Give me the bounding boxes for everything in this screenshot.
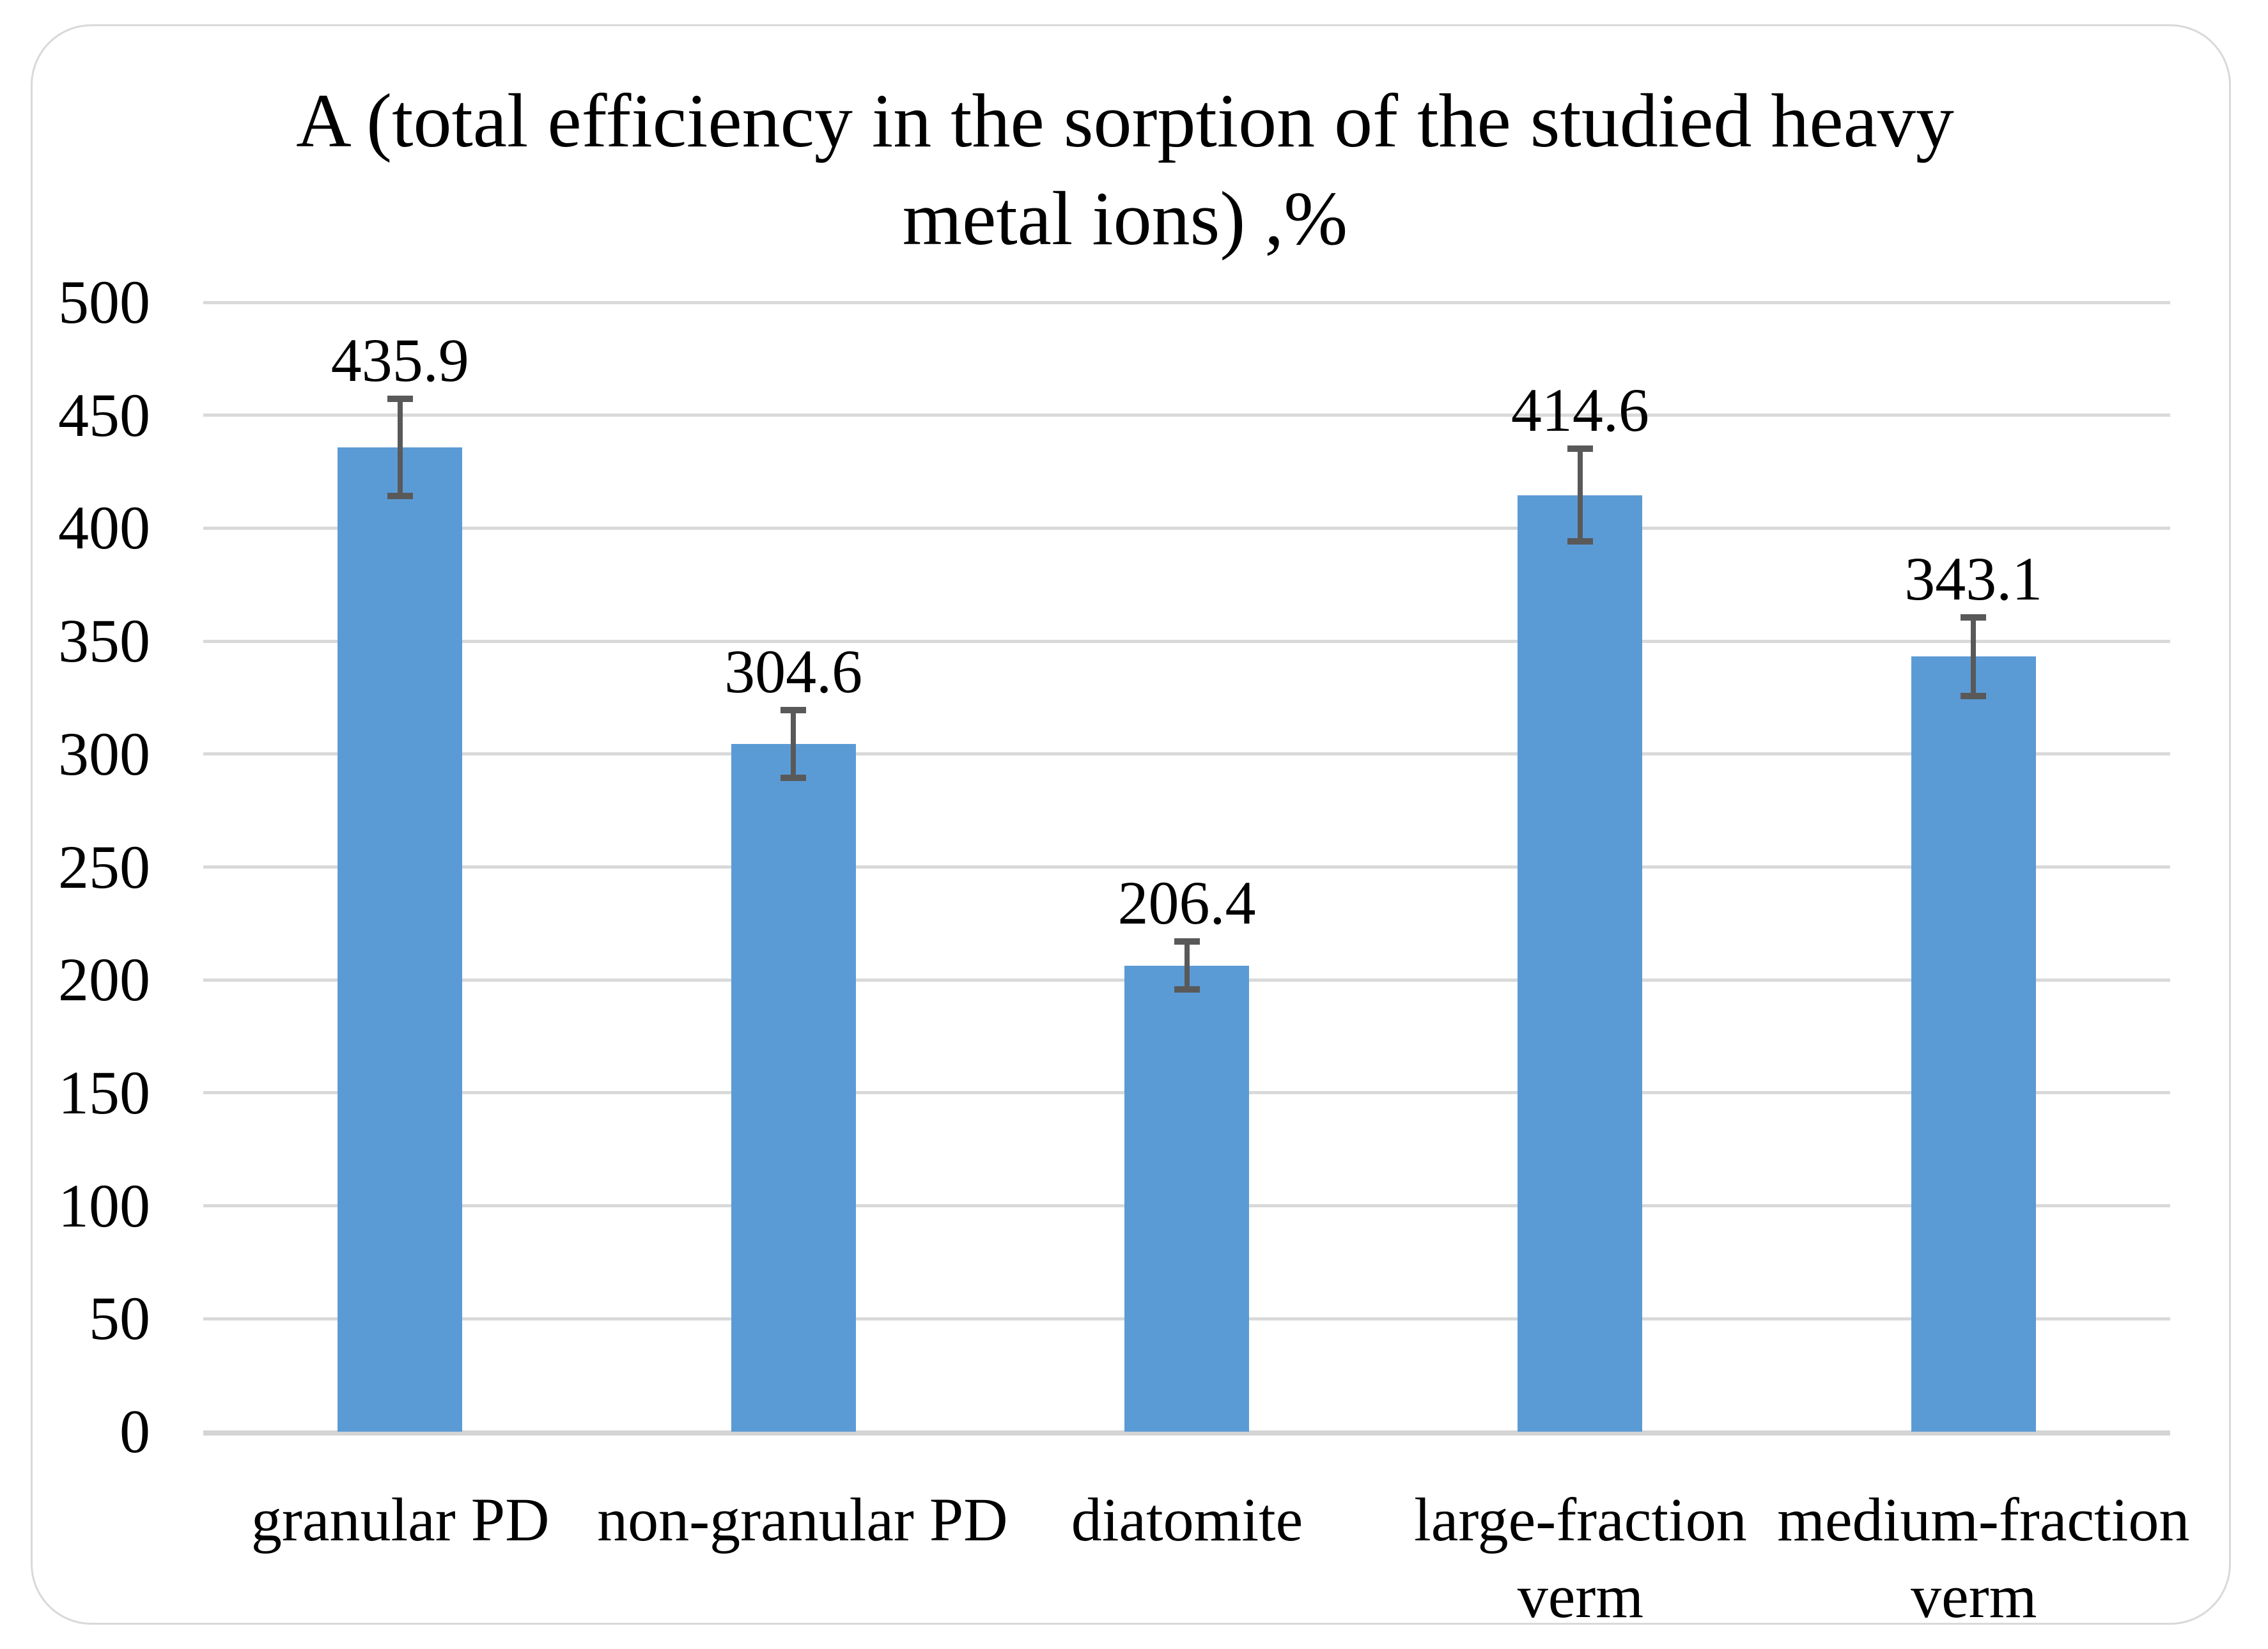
- error-bar-bottom-cap-non-granular-pd: [781, 774, 807, 781]
- y-tick-label-500: 500: [58, 268, 150, 336]
- y-tick-label-250: 250: [58, 832, 150, 901]
- error-bar-top-cap-medium-fraction-verm: [1961, 614, 1987, 621]
- y-tick-label-450: 450: [58, 380, 150, 449]
- error-bar-line-granular-pd: [397, 398, 403, 496]
- x-axis-label-non-granular-pd: non-granular PD: [597, 1482, 1008, 1558]
- y-tick-label-0: 0: [120, 1397, 150, 1466]
- bar-diatomite: [1124, 965, 1249, 1432]
- error-bar-bottom-cap-diatomite: [1174, 986, 1200, 993]
- error-bar-bottom-cap-medium-fraction-verm: [1961, 693, 1987, 700]
- x-axis-label-line: non-granular PD: [597, 1485, 1008, 1554]
- bar-medium-fraction-verm: [1911, 656, 2036, 1432]
- error-bar-line-medium-fraction-verm: [1971, 617, 1977, 697]
- y-tick-label-400: 400: [58, 493, 150, 562]
- x-axis-label-large-fraction-verm: large-fraction verm: [1384, 1482, 1777, 1635]
- error-bar-line-diatomite: [1184, 941, 1190, 989]
- y-tick-label-150: 150: [58, 1058, 150, 1127]
- gridline-300: [203, 752, 2170, 756]
- y-tick-label-350: 350: [58, 607, 150, 676]
- gridline-250: [203, 865, 2170, 869]
- x-axis-label-line: diatomite: [1071, 1485, 1303, 1554]
- y-tick-label-50: 50: [89, 1284, 150, 1353]
- error-bar-top-cap-non-granular-pd: [781, 706, 807, 713]
- bar-large-fraction-verm: [1518, 495, 1643, 1432]
- data-label-granular-pd: 435.9: [330, 325, 469, 394]
- x-axis-label-line: verm: [1911, 1562, 2037, 1630]
- gridline-400: [203, 526, 2170, 530]
- error-bar-line-non-granular-pd: [791, 709, 796, 778]
- error-bar-line-large-fraction-verm: [1577, 449, 1583, 542]
- bar-granular-pd: [338, 447, 463, 1432]
- x-axis-line: [203, 1430, 2170, 1436]
- data-label-large-fraction-verm: 414.6: [1511, 376, 1649, 445]
- error-bar-top-cap-large-fraction-verm: [1567, 445, 1593, 453]
- error-bar-bottom-cap-granular-pd: [387, 492, 413, 499]
- error-bar-top-cap-diatomite: [1174, 938, 1200, 945]
- data-label-diatomite: 206.4: [1117, 869, 1256, 938]
- chart-title-line-1: A (total efficiency in the sorption of t…: [296, 78, 1954, 163]
- gridline-500: [203, 300, 2170, 304]
- y-tick-label-200: 200: [58, 945, 150, 1014]
- x-axis-label-line: verm: [1517, 1562, 1644, 1630]
- x-axis-label-line: large-fraction: [1414, 1485, 1747, 1554]
- y-tick-label-300: 300: [58, 719, 150, 788]
- y-tick-label-100: 100: [58, 1171, 150, 1240]
- gridline-450: [203, 414, 2170, 417]
- error-bar-bottom-cap-large-fraction-verm: [1567, 538, 1593, 545]
- chart-title: A (total efficiency in the sorption of t…: [0, 72, 2250, 267]
- x-axis-label-diatomite: diatomite: [991, 1482, 1384, 1558]
- x-axis-label-line: medium-fraction: [1777, 1485, 2190, 1554]
- error-bar-top-cap-granular-pd: [387, 395, 413, 402]
- chart-title-line-2: metal ions) ,%: [902, 176, 1348, 261]
- chart-border: [31, 24, 2231, 1625]
- data-label-medium-fraction-verm: 343.1: [1904, 544, 2043, 613]
- x-axis-label-granular-pd: granular PD: [204, 1482, 597, 1558]
- bar-non-granular-pd: [731, 743, 856, 1432]
- gridline-350: [203, 639, 2170, 643]
- data-label-non-granular-pd: 304.6: [724, 637, 863, 706]
- x-axis-label-line: granular PD: [251, 1485, 550, 1554]
- x-axis-label-medium-fraction-verm: medium-fraction verm: [1777, 1482, 2190, 1635]
